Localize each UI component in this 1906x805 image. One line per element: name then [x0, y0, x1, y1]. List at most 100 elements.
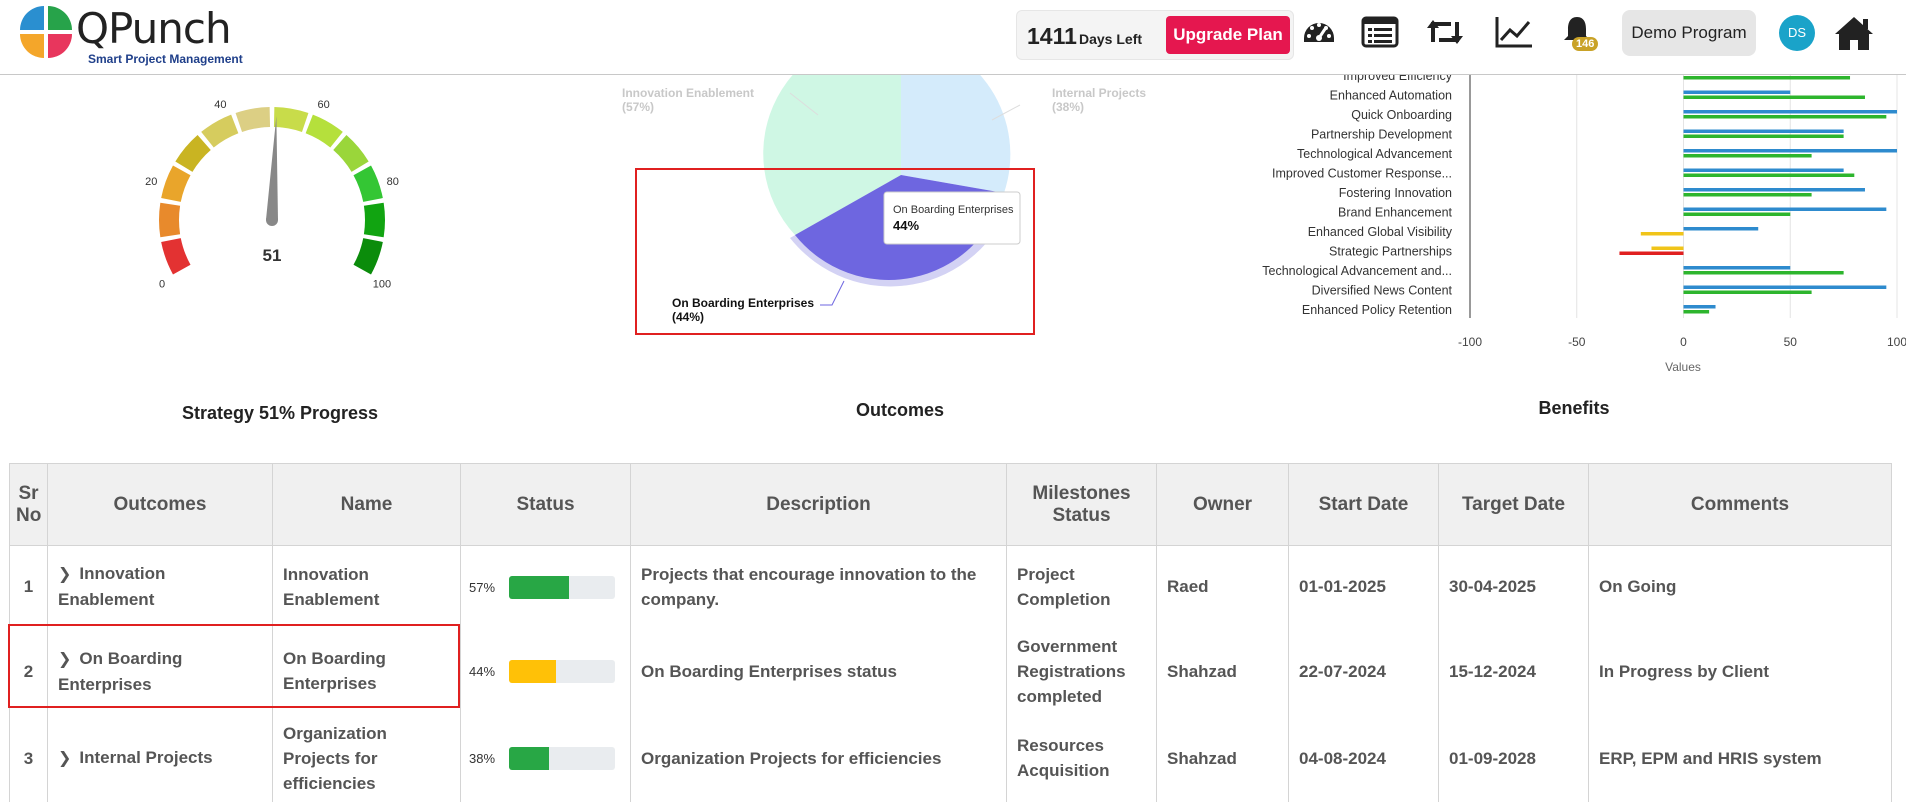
column-header-comments[interactable]: Comments [1588, 463, 1892, 546]
benefit-bar[interactable] [1683, 310, 1710, 314]
row-status: 57% [460, 545, 631, 628]
home-icon[interactable] [1833, 14, 1877, 54]
outcomes-chart-title: Outcomes [855, 400, 945, 420]
row-description: Organization Projects for efficiencies [630, 714, 1007, 802]
row-target-date: 01-09-2028 [1438, 714, 1589, 802]
column-header-start-date[interactable]: Start Date [1288, 463, 1439, 546]
row-name: Organization Projects for efficiencies [272, 714, 461, 802]
chevron-right-icon[interactable]: ❯ [58, 650, 72, 668]
row-description: On Boarding Enterprises status [630, 627, 1007, 715]
tooltip-name: On Boarding Enterprises [893, 204, 1014, 216]
table-row[interactable]: 1 ❯ Innovation Enablement Innovation Enab… [9, 545, 1892, 628]
gauge-segment [363, 202, 385, 238]
column-header-owner[interactable]: Owner [1156, 463, 1289, 546]
column-header-description[interactable]: Description [630, 463, 1007, 546]
pie-label-onboarding: On Boarding Enterprises [672, 296, 814, 310]
column-header-name[interactable]: Name [272, 463, 461, 546]
gauge-tick-label: 100 [373, 279, 391, 291]
benefit-bar[interactable] [1683, 266, 1791, 270]
days-left-label: Days Left [1079, 31, 1143, 47]
upgrade-plan-button[interactable]: Upgrade Plan [1166, 16, 1290, 54]
benefit-bar[interactable] [1683, 188, 1865, 192]
benefit-bar[interactable] [1683, 168, 1844, 173]
x-tick-label: -100 [1458, 335, 1482, 349]
gauge-value: 51 [263, 246, 282, 265]
benefit-bar[interactable] [1683, 285, 1887, 290]
top-bar: QPunch Smart Project Management 1411 Day… [0, 0, 1906, 75]
benefit-bar[interactable] [1683, 149, 1898, 153]
gauge-tick-label: 0 [159, 279, 165, 291]
category-label: Brand Enhancement [1338, 206, 1452, 220]
benefit-bar[interactable] [1683, 207, 1887, 212]
benefit-bar[interactable] [1683, 227, 1759, 231]
benefit-bar[interactable] [1619, 251, 1684, 256]
table-row[interactable]: 2 ❯ On Boarding Enterprises On Boarding E… [9, 627, 1892, 715]
row-target-date: 15-12-2024 [1438, 627, 1589, 715]
row-outcome[interactable]: Innovation Enablement [58, 564, 166, 610]
chart-line-icon[interactable] [1494, 14, 1538, 54]
notification-badge: 146 [1572, 37, 1599, 51]
pie-highlight-box [635, 168, 1035, 335]
x-tick-label: 50 [1784, 335, 1798, 349]
column-header-milestones[interactable]: Milestones Status [1006, 463, 1157, 546]
benefit-bar[interactable] [1683, 76, 1851, 80]
benefit-bar[interactable] [1683, 173, 1855, 178]
dashboard-icon[interactable] [1301, 14, 1345, 54]
row-outcome-cell[interactable]: ❯ On Boarding Enterprises [47, 627, 273, 715]
row-sr: 1 [9, 545, 48, 628]
row-outcome[interactable]: On Boarding Enterprises [58, 648, 183, 694]
table-row[interactable]: 3 ❯ Internal Projects Organization Projec… [9, 714, 1892, 802]
row-outcome[interactable]: Internal Projects [79, 748, 213, 767]
chevron-right-icon[interactable]: ❯ [58, 750, 72, 767]
pie-slice-internal[interactable] [901, 75, 1011, 193]
benefit-bar[interactable] [1683, 212, 1791, 217]
retweet-icon[interactable] [1425, 14, 1469, 54]
pie-slice-innovation[interactable] [763, 75, 901, 235]
column-header-target-date[interactable]: Target Date [1438, 463, 1589, 546]
gauge-segments [159, 107, 385, 275]
category-label: Fostering Innovation [1339, 186, 1452, 200]
category-label: Enhanced Policy Retention [1302, 303, 1452, 317]
program-selector-button[interactable]: Demo Program [1622, 10, 1756, 56]
pie-label-innovation-pct: (57%) [622, 100, 654, 114]
row-status: 38% [460, 714, 631, 802]
status-percent: 44% [469, 664, 496, 679]
row-milestone: Government Registrations completed [1006, 627, 1157, 715]
benefit-bar[interactable] [1683, 271, 1844, 275]
gauge-tick-label: 20 [145, 176, 157, 188]
pie-label-internal: Internal Projects [1052, 86, 1146, 100]
avatar[interactable]: DS [1779, 15, 1815, 51]
x-tick-label: -50 [1568, 335, 1586, 349]
benefits-category-labels: Improved Efficiency Enhanced Automation Qu… [1262, 75, 1452, 317]
status-progress-fill [509, 747, 550, 771]
benefit-bar[interactable] [1683, 305, 1716, 309]
logo-title: QPunch [76, 4, 232, 53]
gauge-segment [175, 134, 211, 172]
benefit-bar[interactable] [1683, 154, 1812, 158]
row-outcome-cell[interactable]: ❯ Innovation Enablement [47, 545, 273, 628]
list-icon[interactable] [1361, 14, 1405, 54]
column-header-status[interactable]: Status [460, 463, 631, 546]
app-logo[interactable]: QPunch Smart Project Management [18, 4, 278, 66]
row-owner: Shahzad [1156, 714, 1289, 802]
chevron-right-icon[interactable]: ❯ [58, 566, 72, 584]
row-name: Innovation Enablement [272, 545, 461, 628]
benefit-bar[interactable] [1683, 290, 1812, 295]
benefit-bar[interactable] [1683, 90, 1791, 95]
benefit-bar[interactable] [1683, 129, 1844, 134]
benefit-bar[interactable] [1640, 232, 1684, 236]
column-header-outcomes[interactable]: Outcomes [47, 463, 273, 546]
row-comment: On Going [1588, 545, 1892, 628]
benefit-bar[interactable] [1683, 115, 1887, 119]
benefit-bar[interactable] [1683, 134, 1844, 139]
gauge-segment [305, 114, 343, 148]
column-header-sr[interactable]: Sr No [9, 463, 48, 546]
benefit-bar[interactable] [1683, 95, 1865, 100]
category-label: Diversified News Content [1312, 284, 1453, 298]
benefit-bar[interactable] [1651, 246, 1684, 251]
row-outcome-cell[interactable]: ❯ Internal Projects [47, 714, 273, 802]
row-milestone: Project Completion [1006, 545, 1157, 628]
benefit-bar[interactable] [1683, 193, 1812, 197]
benefit-bar[interactable] [1683, 110, 1898, 114]
gauge-segment [201, 114, 239, 148]
